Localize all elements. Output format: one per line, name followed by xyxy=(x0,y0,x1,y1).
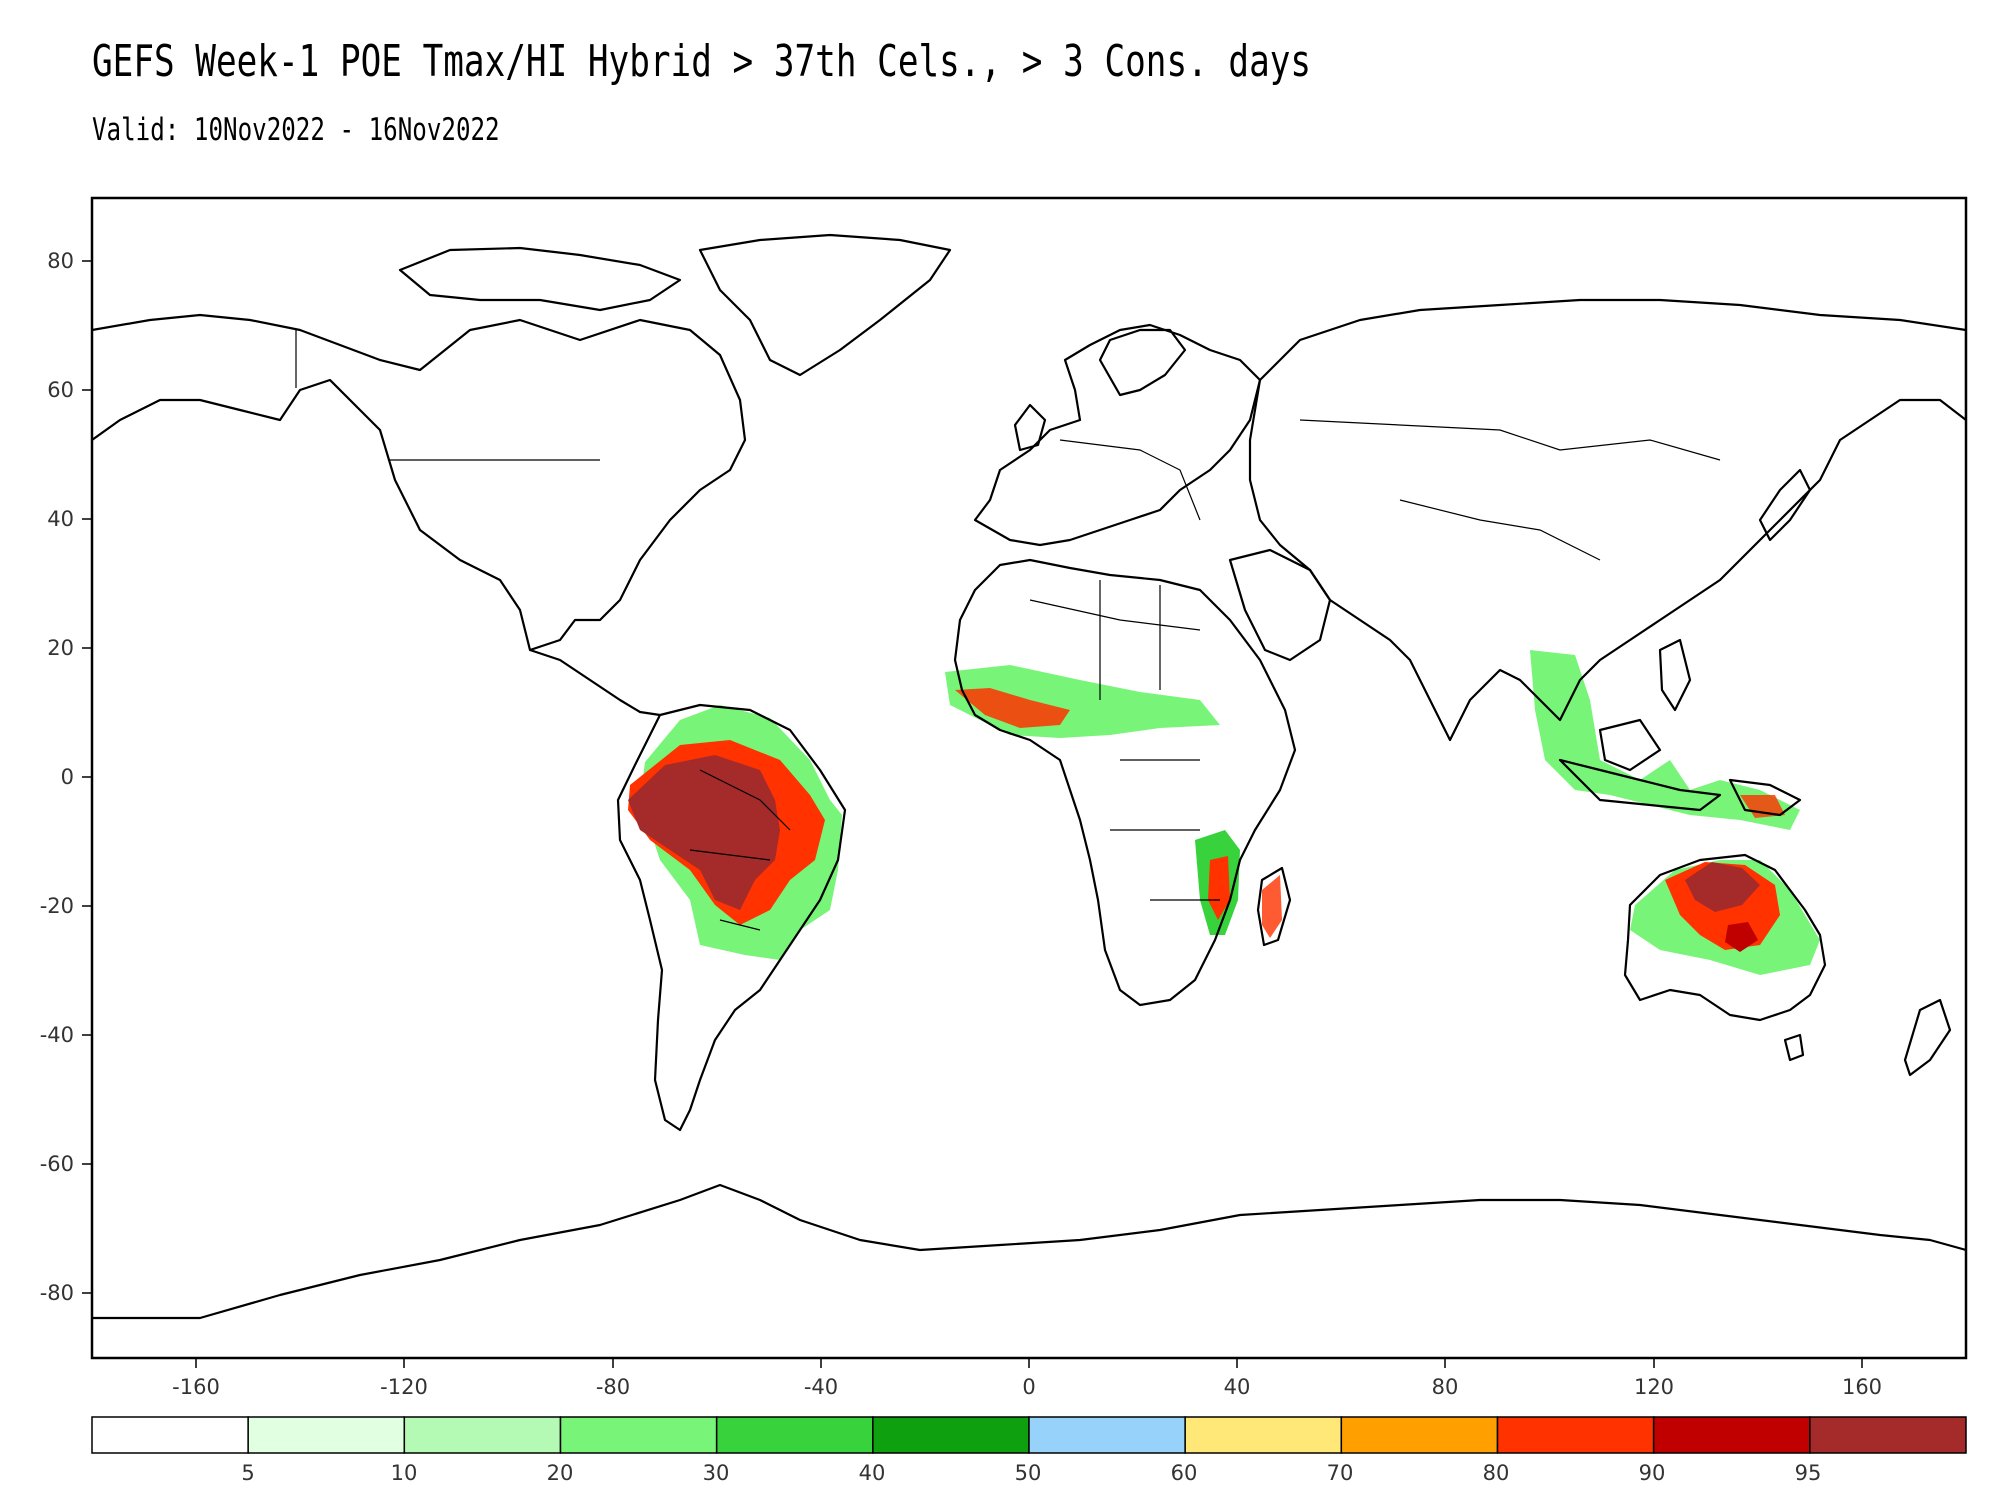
philippines-outline xyxy=(1658,638,1692,712)
x-tick-label: -40 xyxy=(804,1375,838,1399)
x-axis xyxy=(195,1358,1863,1368)
x-tick-label: 0 xyxy=(1022,1375,1035,1399)
shading-mozambique-hot xyxy=(1208,856,1230,920)
colorbar-swatch xyxy=(1496,1416,1655,1454)
x-tick-label: 160 xyxy=(1842,1375,1882,1399)
colorbar-label: 70 xyxy=(1327,1461,1354,1485)
x-tick-label: -120 xyxy=(380,1375,428,1399)
colorbar-label: 95 xyxy=(1795,1461,1822,1485)
y-tick-label: -20 xyxy=(40,894,74,918)
map-frame xyxy=(90,196,1968,1360)
colorbar-swatch xyxy=(1809,1416,1967,1454)
shading-south-america-core xyxy=(628,755,780,910)
colorbar-labels: 5 10 20 30 40 50 60 70 80 90 95 xyxy=(241,1461,1821,1485)
x-tick-label: 40 xyxy=(1224,1375,1251,1399)
greenland-outline xyxy=(698,233,952,377)
colorbar-swatch xyxy=(1184,1416,1343,1454)
arctic-islands-outline xyxy=(398,246,682,312)
colorbar-label: 10 xyxy=(391,1461,418,1485)
colorbar-swatch xyxy=(872,1416,1030,1454)
colorbar-swatch xyxy=(1652,1416,1811,1454)
map-title: GEFS Week-1 POE Tmax/HI Hybrid > 37th Ce… xyxy=(92,36,1312,87)
asia-outline xyxy=(1248,298,1966,742)
world-map xyxy=(92,233,1966,1320)
colorbar xyxy=(91,1416,1967,1454)
x-tick-label: -160 xyxy=(172,1375,220,1399)
japan-outline xyxy=(1758,468,1812,542)
y-tick-label: 40 xyxy=(47,507,74,531)
y-tick-label: -80 xyxy=(40,1281,74,1305)
colorbar-label: 20 xyxy=(547,1461,574,1485)
x-tick-label: 80 xyxy=(1432,1375,1459,1399)
shading-new-guinea-hot xyxy=(1740,795,1785,818)
central-america-outline xyxy=(529,648,661,717)
y-tick-label: 0 xyxy=(61,765,74,789)
colorbar-swatch xyxy=(247,1416,406,1454)
y-tick-label: -40 xyxy=(40,1023,74,1047)
y-tick-label: 80 xyxy=(47,249,74,273)
y-axis xyxy=(82,260,92,1294)
colorbar-swatch xyxy=(403,1416,562,1454)
y-tick-label: -60 xyxy=(40,1152,74,1176)
southeast-asia-islands-outline xyxy=(1558,718,1802,817)
new-zealand-outline xyxy=(1903,998,1952,1077)
coastlines xyxy=(92,233,1966,1320)
colorbar-swatch xyxy=(1028,1416,1186,1454)
colorbar-label: 30 xyxy=(703,1461,730,1485)
europe-outline xyxy=(973,323,1262,547)
colorbar-swatch xyxy=(559,1416,718,1454)
north-america-outline xyxy=(92,313,747,652)
arabia-outline xyxy=(1228,548,1332,662)
colorbar-label: 50 xyxy=(1015,1461,1042,1485)
political-boundaries xyxy=(295,330,1721,931)
probability-shading xyxy=(628,650,1820,975)
madagascar-outline xyxy=(1256,866,1292,947)
colorbar-swatch xyxy=(91,1416,249,1454)
tasmania-outline xyxy=(1783,1033,1805,1062)
colorbar-swatch xyxy=(715,1416,874,1454)
x-tick-label: 120 xyxy=(1634,1375,1674,1399)
shading-australia-interior xyxy=(1725,922,1758,952)
australia-outline xyxy=(1623,853,1827,1022)
y-tick-label: 60 xyxy=(47,378,74,402)
colorbar-swatch xyxy=(1340,1416,1499,1454)
colorbar-label: 5 xyxy=(241,1461,254,1485)
colorbar-label: 40 xyxy=(859,1461,886,1485)
colorbar-label: 60 xyxy=(1171,1461,1198,1485)
colorbar-label: 90 xyxy=(1639,1461,1666,1485)
shading-west-africa-hot xyxy=(955,688,1070,728)
scandinavia-outline xyxy=(1098,328,1187,397)
africa-outline xyxy=(953,558,1297,1007)
colorbar-label: 80 xyxy=(1483,1461,1510,1485)
uk-outline xyxy=(1013,403,1047,452)
x-tick-label: -80 xyxy=(596,1375,630,1399)
shading-australia-core xyxy=(1685,862,1760,912)
y-tick-label: 20 xyxy=(47,636,74,660)
antarctica-outline xyxy=(92,1183,1966,1320)
south-america-outline xyxy=(616,703,847,1132)
valid-period: Valid: 10Nov2022 - 16Nov2022 xyxy=(92,112,500,148)
shading-madagascar xyxy=(1262,875,1282,938)
